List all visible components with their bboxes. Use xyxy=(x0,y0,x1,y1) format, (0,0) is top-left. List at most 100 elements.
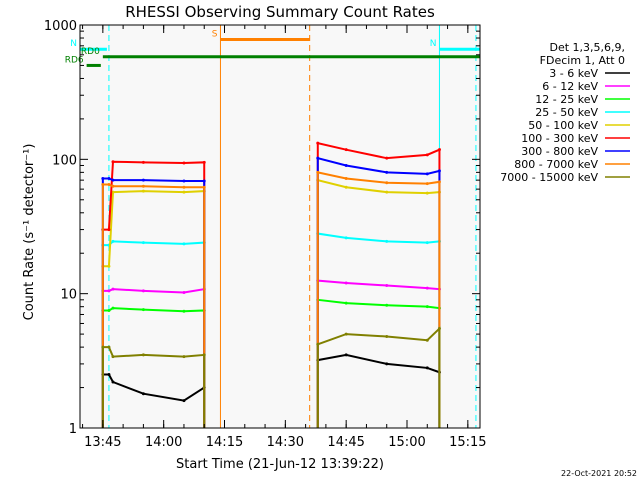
data-point-1-1-3 xyxy=(425,286,429,290)
legend-entry-6: 300 - 800 keV xyxy=(521,145,598,158)
data-point-5-0-5 xyxy=(202,160,206,164)
data-point-6-1-0 xyxy=(316,156,320,160)
data-point-2-0-3 xyxy=(141,308,145,312)
legend-entry-4: 50 - 100 keV xyxy=(528,119,598,132)
data-point-4-0-4 xyxy=(182,190,186,194)
data-point-1-1-1 xyxy=(344,281,348,285)
flag-label-s-0: S xyxy=(212,29,218,39)
flag-label-rd0-3: RD0 xyxy=(81,47,100,57)
data-point-8-1-0 xyxy=(316,342,320,346)
data-point-3-1-1 xyxy=(344,236,348,240)
chart-title: RHESSI Observing Summary Count Rates xyxy=(125,3,435,21)
data-point-7-1-4 xyxy=(437,180,441,184)
data-point-6-1-1 xyxy=(344,163,348,167)
legend-entry-5: 100 - 300 keV xyxy=(521,132,598,145)
data-point-6-0-4 xyxy=(182,179,186,183)
data-point-8-0-4 xyxy=(182,355,186,359)
data-point-6-0-3 xyxy=(141,178,145,182)
flag-label-n-1: N xyxy=(70,39,77,49)
data-point-8-0-1 xyxy=(107,345,111,349)
legend-header-0: Det 1,3,5,6,9, xyxy=(549,41,625,54)
data-point-0-1-3 xyxy=(425,366,429,370)
data-point-5-0-1 xyxy=(107,228,111,232)
x-axis-label: Start Time (21-Jun-12 13:39:22) xyxy=(176,457,384,472)
x-tick-label-1: 14:00 xyxy=(145,435,182,450)
data-point-7-0-3 xyxy=(141,184,145,188)
data-point-5-0-2 xyxy=(111,160,115,164)
legend-entry-8: 7000 - 15000 keV xyxy=(500,171,598,184)
data-point-8-1-3 xyxy=(425,338,429,342)
data-point-5-1-3 xyxy=(425,153,429,157)
data-point-8-1-4 xyxy=(437,327,441,331)
data-point-5-0-3 xyxy=(141,160,145,164)
data-point-6-0-0 xyxy=(101,176,105,180)
data-point-4-1-3 xyxy=(425,191,429,195)
x-tick-label-3: 14:30 xyxy=(267,435,304,450)
data-point-0-0-4 xyxy=(182,399,186,403)
data-point-1-0-2 xyxy=(111,287,115,291)
plot-area xyxy=(80,25,480,428)
data-point-8-1-2 xyxy=(385,334,389,338)
data-point-2-1-1 xyxy=(344,301,348,305)
data-point-7-0-1 xyxy=(107,182,111,186)
data-point-5-1-4 xyxy=(437,148,441,152)
timestamp-label: 22-Oct-2021 20:52 xyxy=(561,469,637,478)
data-point-2-0-4 xyxy=(182,309,186,313)
data-point-6-0-1 xyxy=(107,176,111,180)
data-point-5-1-0 xyxy=(316,141,320,145)
data-point-7-1-1 xyxy=(344,176,348,180)
data-point-4-1-1 xyxy=(344,185,348,189)
legend-entry-1: 6 - 12 keV xyxy=(542,80,598,93)
x-tick-label-4: 14:45 xyxy=(327,435,364,450)
legend-entry-0: 3 - 6 keV xyxy=(549,67,598,80)
data-point-3-0-4 xyxy=(182,242,186,246)
data-point-3-1-3 xyxy=(425,241,429,245)
legend-entry-3: 25 - 50 keV xyxy=(535,106,598,119)
data-point-0-1-1 xyxy=(344,353,348,357)
data-point-0-0-2 xyxy=(111,380,115,384)
data-point-8-0-5 xyxy=(202,353,206,357)
data-point-6-0-2 xyxy=(111,178,115,182)
data-point-1-0-3 xyxy=(141,289,145,293)
data-point-3-0-3 xyxy=(141,241,145,245)
data-point-6-0-5 xyxy=(202,179,206,183)
data-point-6-1-4 xyxy=(437,169,441,173)
flag-label-rd6-4: RD6 xyxy=(65,55,84,65)
data-point-8-1-1 xyxy=(344,332,348,336)
data-point-1-0-1 xyxy=(107,289,111,293)
data-point-7-1-0 xyxy=(316,170,320,174)
data-point-7-1-2 xyxy=(385,181,389,185)
data-point-7-0-4 xyxy=(182,185,186,189)
data-point-4-0-3 xyxy=(141,189,145,193)
data-point-7-0-0 xyxy=(101,182,105,186)
data-point-4-0-1 xyxy=(107,264,111,268)
data-point-7-1-3 xyxy=(425,182,429,186)
data-point-2-0-1 xyxy=(107,308,111,312)
data-point-3-1-2 xyxy=(385,239,389,243)
plot-frame xyxy=(79,24,481,429)
x-tick-label-2: 14:15 xyxy=(206,435,243,450)
legend-header-1: FDecim 1, Att 0 xyxy=(540,54,625,67)
x-tick-label-0: 13:45 xyxy=(84,435,121,450)
data-point-8-0-0 xyxy=(101,345,105,349)
y-tick-label-2: 100 xyxy=(52,153,77,168)
data-point-6-1-2 xyxy=(385,170,389,174)
x-tick-label-6: 15:15 xyxy=(449,435,486,450)
data-point-6-1-3 xyxy=(425,172,429,176)
data-point-5-1-1 xyxy=(344,148,348,152)
legend-entry-2: 12 - 25 keV xyxy=(535,93,598,106)
data-point-2-1-3 xyxy=(425,305,429,309)
data-point-7-0-2 xyxy=(111,184,115,188)
data-point-4-1-2 xyxy=(385,190,389,194)
data-point-1-0-4 xyxy=(182,291,186,295)
data-point-2-0-2 xyxy=(111,306,115,310)
data-point-4-0-2 xyxy=(111,190,115,194)
data-point-0-1-2 xyxy=(385,362,389,366)
data-point-7-0-5 xyxy=(202,185,206,189)
data-point-3-0-2 xyxy=(111,239,115,243)
flag-label-n-2: N xyxy=(430,39,437,49)
data-point-8-0-2 xyxy=(111,355,115,359)
data-point-5-1-2 xyxy=(385,156,389,160)
y-tick-label-3: 1000 xyxy=(44,19,77,34)
